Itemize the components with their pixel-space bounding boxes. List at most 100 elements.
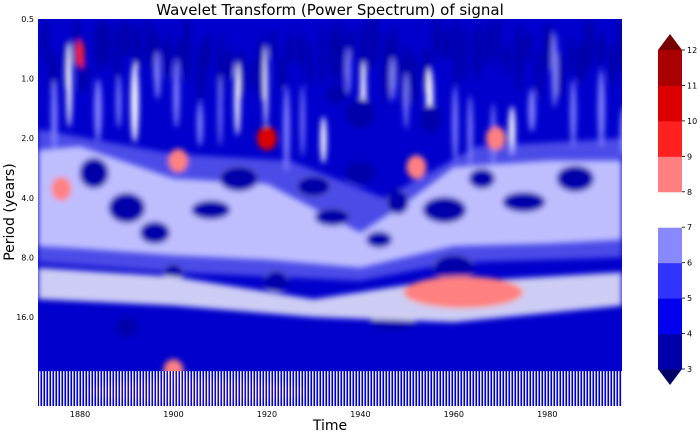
power-streak: [116, 75, 122, 129]
power-contour: [345, 98, 376, 129]
power-contour: [366, 231, 392, 248]
power-streak: [597, 69, 605, 148]
power-streak: [575, 43, 586, 84]
power-contour: [314, 208, 350, 226]
colorbar-tick-label: 12: [687, 46, 697, 55]
power-streak: [536, 47, 543, 100]
y-axis: 0.5 1.0 2.0 4.0 8.0 16.0: [16, 15, 34, 322]
colorbar: 3 4 5 6 7 8 9 10 11 12: [658, 34, 697, 385]
power-streak: [248, 60, 256, 90]
power-streak: [113, 20, 121, 83]
power-streak: [225, 47, 234, 80]
y-tick-label: 1.0: [21, 75, 34, 84]
power-streak: [100, 20, 111, 68]
power-streak: [403, 72, 409, 130]
colorbar-extend-min: [658, 369, 682, 385]
power-contour: [139, 221, 170, 244]
power-streak: [79, 59, 89, 94]
high-power-blob: [168, 148, 189, 173]
power-contour: [556, 165, 594, 192]
power-streak: [596, 32, 606, 67]
chart-title: Wavelet Transform (Power Spectrum) of si…: [156, 1, 503, 19]
colorbar-tick-label: 3: [687, 365, 692, 374]
power-contour: [108, 193, 146, 223]
power-streak: [218, 75, 223, 147]
x-tick-label: 1960: [444, 410, 464, 419]
colorbar-segment: [658, 227, 682, 264]
power-contour: [191, 200, 231, 220]
power-streak: [432, 19, 441, 62]
colorbar-segment: [658, 191, 682, 228]
colorbar-segment: [658, 333, 682, 370]
power-streak: [551, 31, 558, 108]
colorbar-segment: [658, 50, 682, 86]
power-contour: [502, 192, 546, 212]
power-streak: [94, 78, 102, 141]
y-axis-label: Period (years): [2, 163, 18, 261]
power-contour: [163, 264, 184, 281]
power-streak: [503, 45, 511, 75]
power-streak: [408, 49, 418, 107]
power-streak: [66, 41, 72, 128]
colorbar-segment: [658, 85, 682, 122]
x-axis: 1880 1900 1920 1940 1960 1980: [70, 410, 558, 419]
power-streak: [584, 19, 594, 71]
power-streak: [345, 48, 351, 95]
colorbar-tick-label: 6: [687, 259, 692, 268]
power-streak: [382, 31, 391, 103]
power-streak: [320, 116, 327, 164]
power-streak: [276, 55, 287, 90]
power-streak: [263, 45, 268, 128]
y-tick-label: 2.0: [21, 134, 34, 143]
power-streak: [154, 51, 161, 100]
power-streak: [306, 41, 314, 88]
colorbar-tick-label: 7: [687, 223, 692, 232]
high-power-blob: [76, 39, 85, 68]
power-streak: [368, 19, 379, 70]
power-streak: [514, 23, 524, 92]
high-power-blob: [51, 176, 72, 201]
power-streak: [145, 19, 152, 67]
power-contour: [264, 270, 289, 292]
power-streak: [319, 25, 326, 87]
cone-of-influence: [38, 371, 622, 406]
x-tick-label: 1900: [163, 410, 183, 419]
y-tick-label: 16.0: [16, 313, 34, 322]
colorbar-segment: [658, 120, 682, 157]
y-tick-label: 8.0: [21, 253, 34, 262]
colorbar-segment: [658, 298, 682, 335]
x-tick-label: 1940: [350, 410, 370, 419]
power-streak: [296, 33, 306, 68]
power-streak: [453, 19, 460, 87]
power-streak: [269, 28, 276, 60]
power-streak: [121, 19, 132, 59]
power-streak: [452, 86, 458, 164]
power-streak: [543, 22, 553, 72]
power-streak: [41, 19, 49, 65]
power-streak: [460, 26, 468, 83]
power-streak: [173, 59, 180, 128]
power-streak: [567, 36, 574, 75]
x-tick-label: 1920: [257, 410, 277, 419]
power-streak: [523, 31, 532, 62]
high-power-blob: [406, 155, 427, 180]
colorbar-extend-max: [658, 34, 682, 50]
power-contour: [296, 175, 331, 198]
power-contour: [344, 162, 376, 185]
power-streak: [608, 42, 617, 86]
power-contour: [386, 189, 409, 215]
power-streak: [508, 105, 516, 156]
power-streak: [528, 88, 536, 132]
x-tick-label: 1880: [70, 410, 90, 419]
colorbar-segment: [658, 156, 682, 193]
colorbar-tick-label: 11: [687, 81, 697, 90]
power-streak: [442, 25, 451, 61]
power-streak: [617, 19, 622, 74]
colorbar-tick-label: 5: [687, 294, 692, 303]
colorbar-segment: [658, 262, 682, 299]
power-contour: [79, 157, 109, 189]
colorbar-tick-label: 9: [687, 152, 692, 161]
power-streak: [473, 23, 483, 78]
high-power-blob: [485, 126, 506, 151]
power-streak: [203, 32, 211, 71]
